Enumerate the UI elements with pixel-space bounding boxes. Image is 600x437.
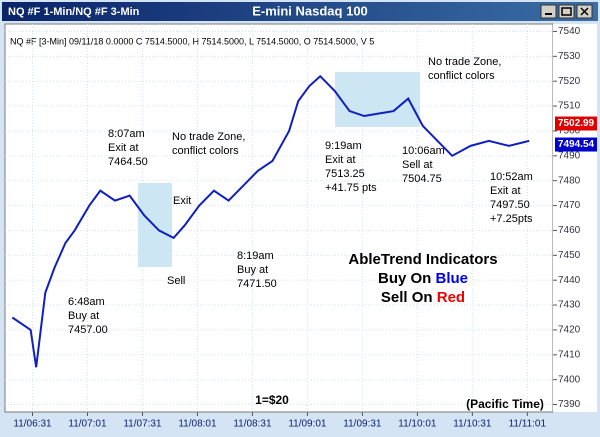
y-tick-label: 7450	[558, 250, 581, 261]
annotation: 7504.75	[402, 173, 442, 185]
annotation: 10:52am	[490, 171, 533, 183]
x-tick-label: 11/10:31	[453, 419, 492, 430]
x-tick-label: 11/09:31	[343, 419, 382, 430]
annotation: No trade Zone,	[172, 131, 245, 143]
x-tick-label: 11/08:31	[233, 419, 272, 430]
annotation: 7471.50	[237, 278, 277, 290]
legend-sell-text: Sell On	[381, 289, 433, 306]
y-tick-label: 7490	[558, 150, 581, 161]
annotation: Exit	[173, 195, 191, 207]
annotation: Exit at	[108, 142, 139, 154]
window-buttons	[540, 4, 593, 19]
legend-buy-text: Buy On	[378, 270, 431, 287]
annotation: Buy at	[68, 310, 99, 322]
info-line: NQ #F [3-Min] 09/11/18 0.0000 C 7514.500…	[10, 36, 374, 46]
y-tick-label: 7420	[558, 325, 581, 336]
x-tick-label: 11/07:01	[68, 419, 107, 430]
timezone-note: (Pacific Time)	[466, 397, 544, 411]
y-tick-label: 7500	[558, 126, 581, 137]
annotation: No trade Zone,	[428, 56, 501, 68]
annotation: Exit at	[490, 185, 521, 197]
y-tick-label: 7460	[558, 225, 581, 236]
annotation: 7464.50	[108, 156, 148, 168]
annotation: Buy at	[237, 264, 268, 276]
annotation: Exit at	[325, 154, 356, 166]
title-bar	[2, 2, 598, 21]
annotation: 6:48am	[68, 296, 105, 308]
annotation: +7.25pts	[490, 213, 533, 225]
annotation: 9:19am	[325, 140, 362, 152]
x-tick-label: 11/10:01	[398, 419, 437, 430]
annotation: +41.75 pts	[325, 182, 377, 194]
annotation: 7457.00	[68, 324, 108, 336]
annotation: 8:07am	[108, 128, 145, 140]
x-tick-label: 11/07:31	[123, 419, 162, 430]
annotation: 7497.50	[490, 199, 530, 211]
plot-area	[4, 23, 554, 413]
y-tick-label: 7470	[558, 200, 581, 211]
y-tick-label: 7520	[558, 76, 581, 87]
x-tick-label: 11/06:31	[13, 419, 52, 430]
price-tag-label: 7502.99	[558, 118, 595, 129]
legend-sell: Sell On Red	[381, 289, 465, 306]
legend-title: AbleTrend Indicators	[348, 251, 497, 268]
y-tick-label: 7430	[558, 300, 581, 311]
y-tick-label: 7530	[558, 51, 581, 62]
plot	[11, 74, 530, 368]
price-tag	[555, 137, 597, 152]
minimize-button[interactable]	[540, 4, 557, 19]
scale-note: 1=$20	[255, 393, 289, 407]
window-title: E-mini Nasdaq 100	[252, 3, 368, 18]
grid	[5, 24, 557, 416]
price-tag-label: 7494.54	[558, 139, 595, 150]
y-tick-label: 7410	[558, 349, 581, 360]
price-line	[11, 74, 530, 368]
annotations: 8:07am Exit at 7464.50 No trade Zone, confli…	[68, 56, 533, 336]
x-tick-label: 11/09:01	[288, 419, 327, 430]
annotation: conflict colors	[172, 145, 239, 157]
price-tag	[555, 116, 597, 131]
y-tick-label: 7440	[558, 275, 581, 286]
legend-sell-color: Red	[437, 289, 465, 306]
legend-buy: Buy On Blue	[378, 270, 468, 287]
y-tick-label: 7540	[558, 26, 581, 37]
annotation: conflict colors	[428, 70, 495, 82]
y-axis-area	[553, 24, 597, 412]
legend-buy-color: Blue	[436, 270, 469, 287]
annotation: 7513.25	[325, 168, 365, 180]
y-tick-label: 7390	[558, 399, 581, 410]
annotation: Sell at	[402, 159, 433, 171]
x-tick-label: 11/08:01	[178, 419, 217, 430]
y-tick-label: 7510	[558, 101, 581, 112]
y-tick-label: 7480	[558, 175, 581, 186]
annotation: 8:19am	[237, 250, 274, 262]
annotation: 10:06am	[402, 145, 445, 157]
close-icon	[580, 7, 589, 16]
window-left-title: NQ #F 1-Min/NQ #F 3-Min	[8, 6, 140, 18]
maximize-icon	[561, 7, 572, 16]
annotation: Sell	[167, 275, 185, 287]
y-tick-label: 7400	[558, 374, 581, 385]
x-tick-label: 11/11:01	[509, 419, 547, 430]
